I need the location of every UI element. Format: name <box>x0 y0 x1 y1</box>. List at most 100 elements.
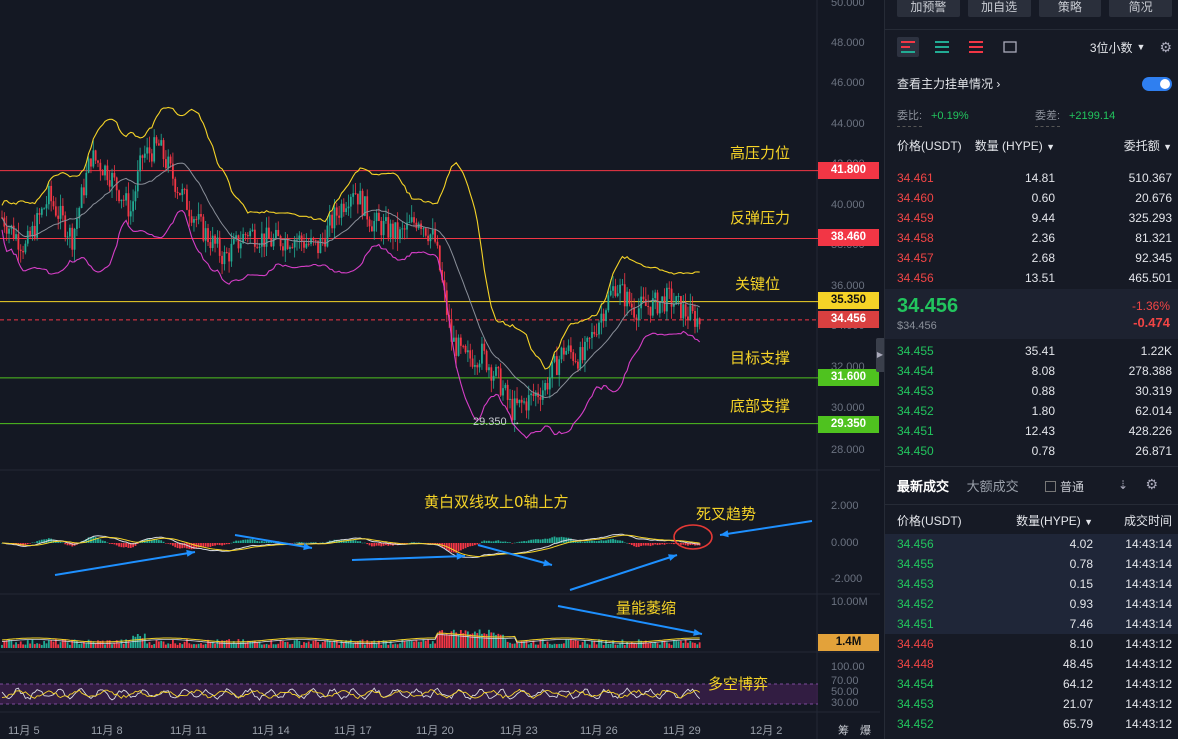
macd-bar <box>155 539 158 543</box>
depth-toggle-switch[interactable] <box>1142 77 1172 91</box>
candle-body <box>181 189 184 196</box>
volume-bar <box>593 641 596 648</box>
candle-body <box>230 243 233 262</box>
trades-header-qty[interactable]: 数量(HYPE) ▼ <box>1016 514 1093 528</box>
volume-bar <box>174 643 177 648</box>
bid-row[interactable]: 34.453 0.88 30.319 <box>897 381 1172 401</box>
volume-bar <box>26 640 29 648</box>
book-header-qty[interactable]: 数量 (HYPE) ▼ <box>974 139 1055 153</box>
candlestick-chart[interactable] <box>0 0 880 739</box>
chip-tool-button[interactable]: 筹 <box>838 725 849 737</box>
row-price: 34.453 <box>897 697 934 711</box>
macd-bar <box>265 540 268 543</box>
candle-body <box>10 225 13 229</box>
volume-bar <box>291 643 294 648</box>
filter-icon[interactable]: ⇣ <box>1117 478 1128 492</box>
macd-bar <box>471 543 474 546</box>
add-watchlist-button[interactable]: 加自选 <box>967 0 1031 17</box>
volume-bar <box>321 642 324 648</box>
volume-bar <box>45 643 48 648</box>
ask-row[interactable]: 34.457 2.68 92.345 <box>897 248 1172 268</box>
row-price: 34.452 <box>897 404 934 418</box>
trade-row[interactable]: 34.446 8.10 14:43:12 <box>897 634 1172 654</box>
volume-bar <box>118 643 120 648</box>
x-tick: 11月 11 <box>170 725 207 737</box>
row-amount: 1.22K <box>1140 344 1172 358</box>
x-tick: 11月 26 <box>580 725 618 737</box>
book-float-icon[interactable] <box>999 37 1021 57</box>
volume-arrow-head <box>693 628 702 636</box>
bid-row[interactable]: 34.455 35.41 1.22K <box>897 341 1172 361</box>
trade-row[interactable]: 34.453 21.07 14:43:12 <box>897 694 1172 714</box>
bid-row[interactable]: 34.454 8.08 278.388 <box>897 361 1172 381</box>
trade-row[interactable]: 34.454 64.12 14:43:12 <box>897 674 1172 694</box>
book-bids-icon[interactable] <box>931 37 953 57</box>
ask-row[interactable]: 34.461 14.81 510.367 <box>897 168 1172 188</box>
depth-link[interactable]: 查看主力挂单情况 › <box>897 74 1172 94</box>
candle-body <box>207 228 209 243</box>
add-alert-button[interactable]: 加预警 <box>897 0 960 17</box>
volume-bar <box>52 641 55 648</box>
candle-body <box>654 292 657 299</box>
tab-large-trades[interactable]: 大额成交 <box>966 479 1019 494</box>
ask-row[interactable]: 34.460 0.60 20.676 <box>897 188 1172 208</box>
price-tag-target-support: 31.600 <box>818 369 879 386</box>
candle-body <box>267 227 270 239</box>
annotation-key-level: 关键位 <box>735 275 781 293</box>
bid-row[interactable]: 34.452 1.80 62.014 <box>897 401 1172 421</box>
volume-bar <box>370 641 373 648</box>
book-header-amount[interactable]: 委托额 ▼ <box>1123 139 1172 153</box>
bid-row[interactable]: 34.450 0.78 26.871 <box>897 441 1172 461</box>
candle-body <box>551 361 554 378</box>
ask-row[interactable]: 34.456 13.51 465.501 <box>897 268 1172 288</box>
normal-filter[interactable]: 普通 <box>1044 478 1098 495</box>
macd-bar <box>450 543 453 553</box>
trade-row[interactable]: 34.453 0.15 14:43:14 <box>885 574 1178 594</box>
candle-body <box>644 299 647 307</box>
macd-bar <box>499 541 502 543</box>
volume-bar <box>328 641 331 648</box>
candle-body <box>303 241 305 248</box>
volume-bar <box>441 630 444 648</box>
liquidation-tool-button[interactable]: 爆 <box>860 725 871 737</box>
caret-down-icon: ▼ <box>1084 517 1093 527</box>
trade-row[interactable]: 34.452 65.79 14:43:12 <box>897 714 1172 734</box>
candle-body <box>120 199 123 202</box>
panel-collapse-handle[interactable]: ▶ <box>876 338 884 372</box>
ask-row[interactable]: 34.458 2.36 81.321 <box>897 228 1172 248</box>
ask-row[interactable]: 34.459 9.44 325.293 <box>897 208 1172 228</box>
book-both-icon[interactable] <box>897 37 919 57</box>
trade-row[interactable]: 34.452 0.93 14:43:14 <box>885 594 1178 614</box>
volume-bar <box>696 644 699 648</box>
macd-bar <box>464 543 467 549</box>
volume-bar <box>443 634 446 648</box>
settings-gear-icon[interactable]: ⚙ <box>1145 476 1158 492</box>
decimal-selector[interactable]: 3位小数 ▼ ⚙ <box>1090 39 1172 56</box>
volume-bar <box>513 643 516 648</box>
row-price: 34.446 <box>897 637 934 651</box>
death-cross-circle <box>673 524 713 550</box>
settings-gear-icon[interactable]: ⚙ <box>1159 38 1172 55</box>
trade-row[interactable]: 34.451 7.46 14:43:14 <box>885 614 1178 634</box>
trade-row[interactable]: 34.448 48.45 14:43:12 <box>897 654 1172 674</box>
volume-bar <box>15 642 17 648</box>
annotation-bull-bear: 多空博弈 <box>708 675 769 693</box>
annotation-macd: 黄白双线攻上0轴上方 <box>424 493 569 511</box>
chart-area[interactable]: 50.000 48.000 46.000 44.000 42.000 40.00… <box>0 0 880 739</box>
volume-bar <box>635 643 638 648</box>
row-amount: 81.321 <box>1135 231 1172 245</box>
trade-row[interactable]: 34.455 0.78 14:43:14 <box>885 554 1178 574</box>
macd-bar <box>380 543 383 547</box>
row-qty: 4.02 <box>1069 537 1093 551</box>
trade-row[interactable]: 34.456 4.02 14:43:14 <box>885 534 1178 554</box>
strategy-button[interactable]: 策略 <box>1038 0 1102 17</box>
tab-latest-trades[interactable]: 最新成交 <box>897 479 950 494</box>
macd-bar <box>319 542 322 544</box>
volume-bar <box>326 639 329 648</box>
trend-arrow <box>54 551 196 576</box>
bid-row[interactable]: 34.451 12.43 428.226 <box>897 421 1172 441</box>
annotation-high-pressure: 高压力位 <box>730 144 791 162</box>
overview-button[interactable]: 简况 <box>1109 0 1172 17</box>
book-asks-icon[interactable] <box>965 37 987 57</box>
candle-body <box>5 226 8 234</box>
